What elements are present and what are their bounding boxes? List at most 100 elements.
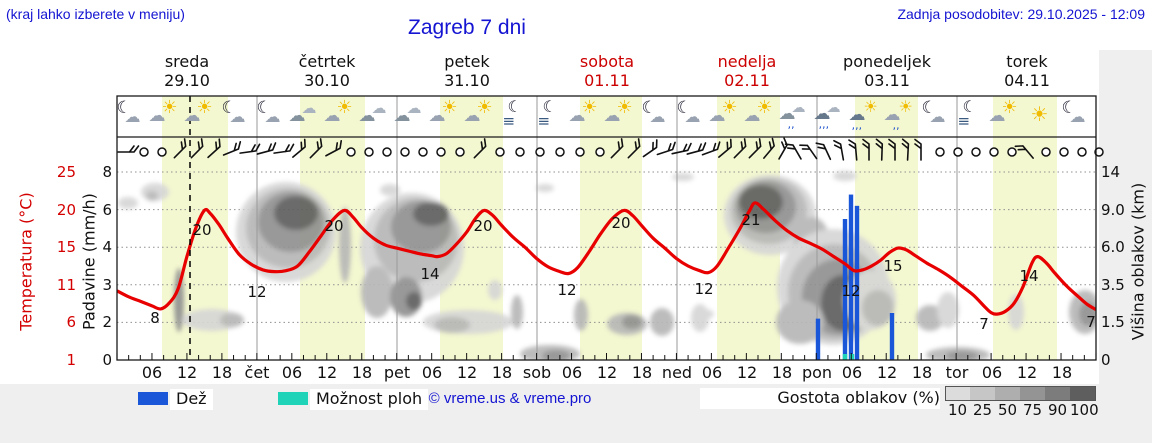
glyph: ☁ bbox=[406, 99, 422, 117]
day-name-ponedeljek: ponedeljek bbox=[843, 52, 931, 71]
temp-value-label: 7 bbox=[1086, 313, 1096, 331]
glyph: ☀ bbox=[863, 97, 878, 116]
temp-value-label: 14 bbox=[420, 265, 439, 283]
density-segment bbox=[995, 386, 1021, 401]
right-margin bbox=[1099, 50, 1152, 443]
glyph: ☾ bbox=[921, 98, 937, 118]
time-label: 18 bbox=[1051, 363, 1073, 382]
density-tick-label: 10 bbox=[947, 401, 968, 419]
glyph: ☁ bbox=[371, 99, 387, 117]
weather-icon-moon-fog: ☾ ≡ bbox=[954, 99, 988, 135]
weather-icon-sun-cloud: ☀ ☁ bbox=[184, 99, 218, 135]
daylight-band bbox=[993, 96, 1057, 360]
cloud-height-tick: 3.5 bbox=[1101, 275, 1125, 294]
temp-value-label: 12 bbox=[247, 283, 266, 301]
time-label: 18 bbox=[211, 363, 233, 382]
rain-legend-swatch bbox=[138, 392, 168, 405]
glyph: ☾ bbox=[542, 97, 557, 116]
glyph: ☁ bbox=[791, 100, 806, 116]
weather-icon-sun: ☀ bbox=[1024, 99, 1058, 135]
temp-value-label: 21 bbox=[741, 211, 760, 229]
glyph: ☾ bbox=[256, 98, 272, 118]
density-tick-label: 90 bbox=[1047, 401, 1068, 419]
density-tick-label: 100 bbox=[1070, 401, 1099, 419]
glyph: ☁ bbox=[649, 107, 666, 126]
glyph: ☾ bbox=[116, 98, 132, 118]
credit-link[interactable]: © vreme.us & vreme.pro bbox=[428, 390, 592, 407]
precip-tick: 8 bbox=[102, 163, 112, 181]
glyph: ☁ bbox=[708, 106, 726, 126]
glyph: ≡ bbox=[957, 112, 971, 130]
weather-icon-sun-cloud: ☀ ☁ bbox=[569, 99, 603, 135]
temp-value-label: 12 bbox=[841, 282, 860, 300]
glyph: ☀ bbox=[336, 97, 353, 118]
glyph: ≡ bbox=[537, 112, 551, 130]
glyph: ☁ bbox=[778, 104, 796, 124]
time-label: 12 bbox=[1016, 363, 1038, 382]
glyph: ☀ bbox=[1030, 102, 1049, 126]
temp-tick: 11 bbox=[56, 275, 76, 294]
glyph: ☾ bbox=[641, 98, 657, 118]
density-segment bbox=[945, 386, 972, 401]
glyph: ☾ bbox=[221, 98, 237, 118]
day-name-petek: petek bbox=[444, 52, 490, 71]
precip-tick: 6 bbox=[102, 200, 112, 219]
time-label: 06 bbox=[981, 363, 1003, 382]
density-tick-label: 25 bbox=[972, 401, 993, 419]
cloud-height-tick: 9.0 bbox=[1101, 200, 1125, 219]
temp-value-label: 14 bbox=[1019, 267, 1038, 285]
glyph: ≡ bbox=[502, 112, 516, 130]
day-date-sobota: 01.11 bbox=[584, 71, 630, 90]
temp-tick: 20 bbox=[56, 200, 76, 219]
glyph: ☁ bbox=[988, 106, 1006, 126]
day-abbr-label: pet bbox=[383, 363, 411, 382]
weather-icon-cloudy: ☁ ☁ bbox=[394, 99, 428, 135]
time-label: 06 bbox=[421, 363, 443, 382]
density-segment bbox=[1020, 386, 1046, 401]
precip-tick: 4 bbox=[102, 238, 112, 257]
glyph: ☁ bbox=[288, 106, 306, 126]
day-date-ponedeljek: 03.11 bbox=[864, 71, 910, 90]
glyph: ☾ bbox=[1061, 98, 1077, 118]
glyph: ☁ bbox=[148, 106, 166, 126]
rain-legend-label: Dež bbox=[170, 389, 213, 410]
weather-icon-sun-cloud-drizzle: ☀ ☁ ‚‚ bbox=[884, 99, 918, 135]
glyph: ☀ bbox=[196, 97, 213, 118]
glyph: ☁ bbox=[428, 106, 446, 126]
glyph: ☁ bbox=[1069, 107, 1086, 126]
density-segment bbox=[1045, 386, 1071, 401]
day-date-torek: 04.11 bbox=[1004, 71, 1050, 90]
glyph: ☁ bbox=[743, 106, 761, 126]
density-segment bbox=[970, 386, 996, 401]
glyph: ☀ bbox=[441, 97, 458, 118]
weather-icon-moon-cloud: ☾ ☁ bbox=[114, 99, 148, 135]
time-label: 12 bbox=[876, 363, 898, 382]
weather-icon-sun-cloud: ☀ ☁ bbox=[709, 99, 743, 135]
temp-value-label: 12 bbox=[557, 281, 576, 299]
glyph: ☁ bbox=[568, 106, 586, 126]
day-abbr-label: ned bbox=[661, 363, 693, 382]
temp-value-label: 15 bbox=[883, 257, 902, 275]
temp-axis-title: Temperatura (°C) bbox=[16, 192, 36, 331]
cloud-height-tick: 14 bbox=[1101, 163, 1121, 181]
temp-value-label: 20 bbox=[473, 217, 492, 235]
temp-value-label: 12 bbox=[694, 280, 713, 298]
glyph: ☀ bbox=[898, 97, 913, 116]
glyph: ☁ bbox=[826, 100, 841, 116]
temp-value-label: 8 bbox=[150, 309, 160, 327]
glyph: ‚‚‚ bbox=[851, 119, 863, 132]
time-label: 18 bbox=[351, 363, 373, 382]
glyph: ☁ bbox=[323, 106, 341, 126]
day-abbr-label: čet bbox=[244, 363, 270, 382]
rain-bars bbox=[815, 194, 895, 360]
showers-legend-label: Možnost ploh bbox=[310, 389, 429, 410]
time-label: 12 bbox=[596, 363, 618, 382]
day-abbr-label: tor bbox=[945, 363, 969, 382]
weather-icon-sun-cloud: ☀ ☁ bbox=[429, 99, 463, 135]
glyph: ‚‚ bbox=[892, 119, 900, 132]
cloud-density-legend-label: Gostota oblakov (%) bbox=[700, 388, 940, 409]
glyph: ☾ bbox=[676, 98, 692, 118]
precip-tick: 2 bbox=[102, 313, 112, 332]
